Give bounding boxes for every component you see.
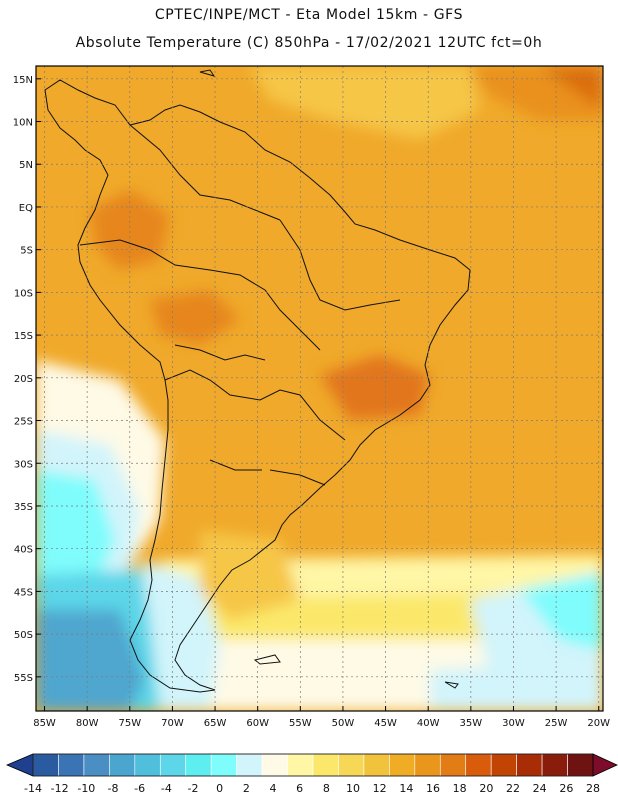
lon-label: 65W [204,718,227,729]
lon-label: 80W [76,718,99,729]
lon-label: 75W [118,718,141,729]
lat-label: 5S [20,246,33,257]
colorbar-label: 16 [426,782,440,795]
colorbar [5,753,618,777]
colorbar-swatch [465,753,492,777]
lat-label: 5N [19,160,33,171]
colorbar-label: 20 [479,782,493,795]
colorbar-label: 2 [243,782,250,795]
colorbar-swatch [159,753,187,777]
colorbar-swatch [83,753,110,777]
lon-label: 35W [460,718,483,729]
colorbar-label: -6 [134,782,145,795]
lon-label: 25W [545,718,568,729]
colorbar-label: 12 [373,782,387,795]
lat-label: 15S [14,331,33,342]
colorbar-swatch [185,753,212,777]
colorbar-label: 4 [270,782,277,795]
colorbar-labels: -14 -12 -10 -8 -6 -4 -2 0 2 4 6 8 10 12 14 16 18 20 22 24 26… [24,782,600,795]
colorbar-swatch [109,753,136,777]
colorbar-label: 22 [506,782,520,795]
colorbar-swatch [312,753,339,777]
lon-label: 30W [502,718,525,729]
colorbar-swatch [210,753,237,777]
colorbar-min-arrow [5,753,34,777]
colorbar-swatch [389,753,416,777]
colorbar-label: 28 [586,782,600,795]
lat-label: 50S [14,630,33,641]
colorbar-swatch [567,753,594,777]
latitude-axis: 15N 10N 5N EQ 5S 10S 15S 20S 25S 30S 35S 40S 45S 50S 5… [13,75,41,684]
colorbar-label: -12 [51,782,69,795]
colorbar-swatch [414,753,441,777]
colorbar-label: 24 [533,782,547,795]
colorbar-label: 18 [453,782,467,795]
colorbar-label: -4 [161,782,172,795]
colorbar-label: -8 [108,782,119,795]
colorbar-label: -2 [188,782,199,795]
map-title: CPTEC/INPE/MCT - Eta Model 15km - GFS [154,7,464,23]
lon-label: 50W [332,718,355,729]
lat-label: EQ [19,203,33,214]
colorbar-swatch [58,753,85,777]
lon-label: 20W [587,718,610,729]
lon-label: 60W [246,718,269,729]
colorbar-swatch [236,753,263,777]
lat-label: 10S [14,288,33,299]
lon-label: 70W [161,718,184,729]
lat-label: 35S [14,502,33,513]
longitude-axis: 85W 80W 75W 70W 65W 60W 55W 50W 45W 40W 35W 30W 25W 2… [33,706,610,729]
lon-label: 85W [33,718,56,729]
lat-label: 45S [14,587,33,598]
map-subtitle: Absolute Temperature (C) 850hPa - 17/02/… [75,35,543,51]
colorbar-label: -14 [24,782,42,795]
colorbar-swatch [363,753,390,777]
colorbar-swatch [32,753,59,777]
lon-label: 55W [289,718,312,729]
colorbar-swatch [134,753,161,777]
lat-label: 10N [13,118,33,129]
temperature-field [36,66,603,711]
colorbar-max-arrow [592,753,618,777]
lat-label: 40S [14,545,33,556]
colorbar-swatch [287,753,314,777]
colorbar-swatch [541,753,568,777]
colorbar-swatch [490,753,517,777]
colorbar-label: 8 [323,782,330,795]
colorbar-label: 0 [216,782,223,795]
colorbar-swatch [338,753,365,777]
map-frame [35,65,604,712]
lat-label: 15N [13,75,33,86]
colorbar-swatch [439,753,467,777]
lon-label: 45W [374,718,397,729]
lat-label: 25S [14,417,33,428]
colorbar-label: 6 [296,782,303,795]
colorbar-label: -10 [77,782,95,795]
lat-label: 20S [14,374,33,385]
colorbar-label: 10 [346,782,360,795]
lon-label: 40W [417,718,440,729]
islands [199,69,459,689]
colorbar-swatch [261,753,288,777]
colorbar-label: 14 [399,782,413,795]
coastline [44,79,471,693]
colorbar-label: 26 [559,782,573,795]
lat-label: 55S [14,673,33,684]
lat-label: 30S [14,459,33,470]
colorbar-swatch [516,753,543,777]
